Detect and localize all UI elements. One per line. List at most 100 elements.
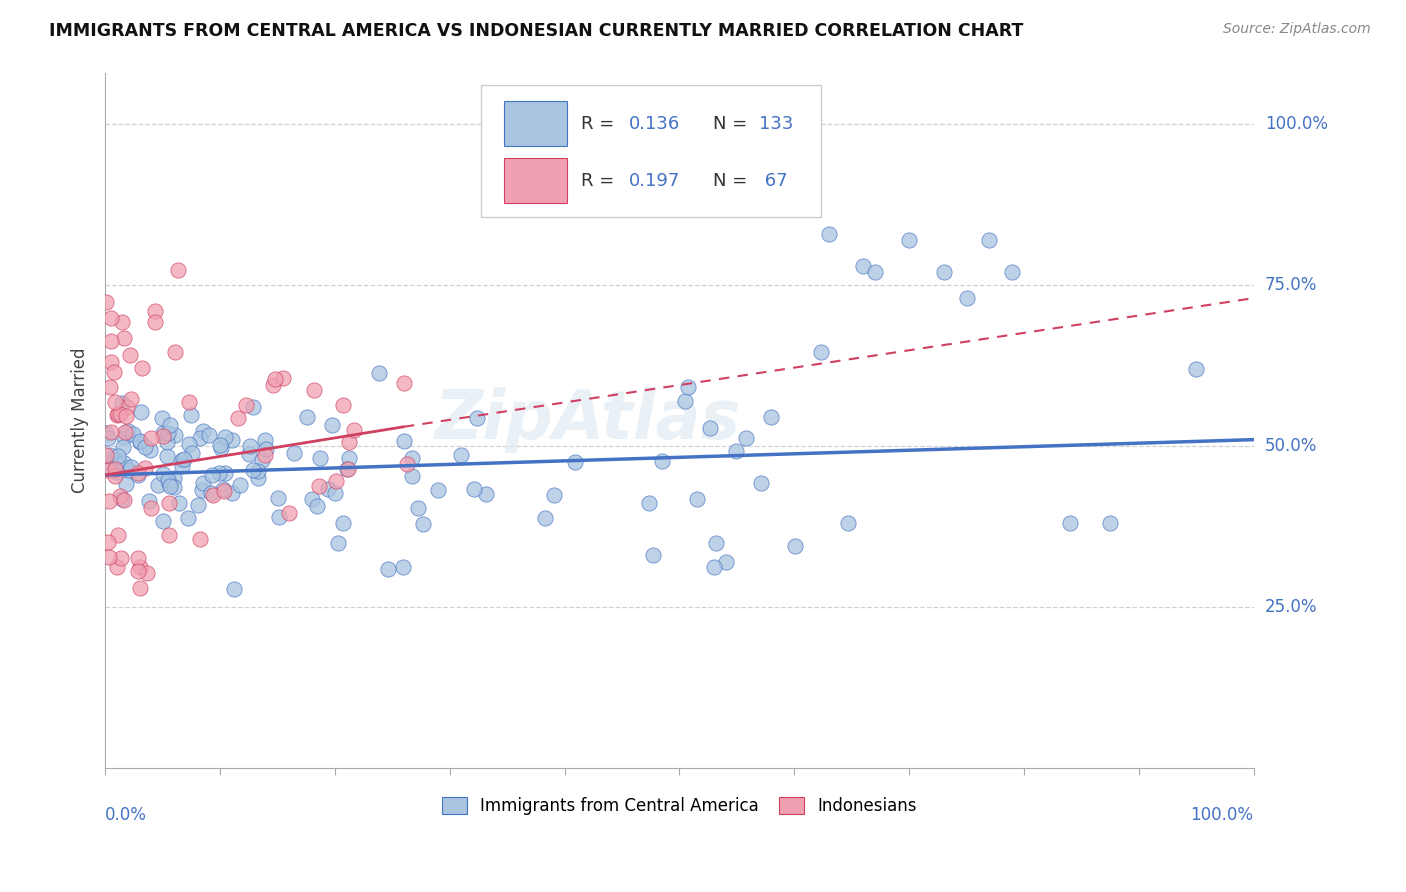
Point xyxy=(96,448,118,462)
Point xyxy=(1099,516,1122,531)
Text: IMMIGRANTS FROM CENTRAL AMERICA VS INDONESIAN CURRENTLY MARRIED CORRELATION CHAR: IMMIGRANTS FROM CENTRAL AMERICA VS INDON… xyxy=(49,22,1024,40)
Text: 0.136: 0.136 xyxy=(628,115,681,133)
Text: 67: 67 xyxy=(759,171,787,190)
Point xyxy=(337,450,360,465)
Text: 100.0%: 100.0% xyxy=(1191,805,1254,824)
Point xyxy=(131,405,153,419)
Point xyxy=(242,401,264,415)
Point xyxy=(163,480,186,494)
Point xyxy=(156,449,179,463)
Text: 50.0%: 50.0% xyxy=(1265,437,1317,455)
Point xyxy=(115,401,138,415)
Text: 25.0%: 25.0% xyxy=(1265,598,1317,615)
Point xyxy=(817,227,839,241)
Point xyxy=(337,434,360,449)
Point xyxy=(262,377,284,392)
Point xyxy=(221,434,243,448)
Point xyxy=(316,482,339,496)
Point xyxy=(96,432,118,446)
Point xyxy=(783,539,806,553)
Point xyxy=(637,496,659,510)
Point xyxy=(120,392,142,406)
FancyBboxPatch shape xyxy=(503,158,567,203)
Point xyxy=(238,447,260,461)
Legend: Immigrants from Central America, Indonesians: Immigrants from Central America, Indones… xyxy=(436,790,924,822)
Point xyxy=(157,426,180,441)
Point xyxy=(108,457,131,471)
Point xyxy=(224,582,246,597)
Point xyxy=(141,431,163,445)
Text: 100.0%: 100.0% xyxy=(1265,115,1327,134)
Point xyxy=(235,398,257,412)
Point xyxy=(138,494,160,508)
Text: 0.197: 0.197 xyxy=(628,171,681,190)
Point xyxy=(177,437,200,451)
Point xyxy=(114,425,136,439)
Point xyxy=(129,434,152,448)
Point xyxy=(214,430,236,444)
Point xyxy=(212,483,235,498)
Point xyxy=(127,467,149,482)
Point xyxy=(167,495,190,509)
Point xyxy=(120,348,142,362)
Point xyxy=(112,331,135,345)
Point xyxy=(139,500,162,515)
Point xyxy=(325,474,347,488)
Text: ZipAtlas: ZipAtlas xyxy=(434,387,741,453)
Point xyxy=(152,514,174,528)
FancyBboxPatch shape xyxy=(481,85,821,218)
Point xyxy=(172,458,194,473)
Point xyxy=(163,428,186,442)
Point xyxy=(267,491,290,506)
Point xyxy=(159,479,181,493)
Point xyxy=(246,464,269,478)
Point xyxy=(157,528,180,542)
Point xyxy=(165,345,187,359)
Point xyxy=(1059,516,1081,531)
Point xyxy=(110,551,132,566)
Point xyxy=(463,482,485,496)
Point xyxy=(112,456,135,470)
Point xyxy=(103,453,125,467)
Point xyxy=(368,366,391,380)
Point xyxy=(104,395,127,409)
Point xyxy=(97,463,120,477)
Point xyxy=(107,528,129,542)
Point xyxy=(979,233,1001,247)
Y-axis label: Currently Married: Currently Married xyxy=(72,348,89,493)
Point xyxy=(651,454,673,468)
Point xyxy=(392,376,415,391)
Point xyxy=(704,535,727,549)
Point xyxy=(377,562,399,576)
Point xyxy=(98,380,121,394)
Point xyxy=(107,407,129,421)
Point xyxy=(159,418,181,433)
Point xyxy=(97,455,120,469)
Point xyxy=(121,426,143,441)
Point xyxy=(735,431,758,445)
Point xyxy=(246,470,269,484)
Point xyxy=(271,370,294,384)
Point xyxy=(932,265,955,279)
Point xyxy=(412,516,434,531)
Point xyxy=(242,463,264,477)
FancyBboxPatch shape xyxy=(503,101,567,146)
Point xyxy=(714,555,737,569)
Point xyxy=(96,294,118,309)
Point xyxy=(392,560,415,574)
Point xyxy=(112,440,135,454)
Point xyxy=(401,450,423,465)
Point xyxy=(332,516,354,530)
Point xyxy=(810,344,832,359)
Point xyxy=(98,493,121,508)
Text: 0.0%: 0.0% xyxy=(105,805,148,824)
Point xyxy=(179,395,201,409)
Point xyxy=(111,492,134,507)
Point xyxy=(114,409,136,423)
Point xyxy=(177,511,200,525)
Point xyxy=(100,334,122,349)
Point xyxy=(301,492,323,507)
Point xyxy=(112,430,135,444)
Point xyxy=(152,425,174,440)
Point xyxy=(323,486,346,500)
